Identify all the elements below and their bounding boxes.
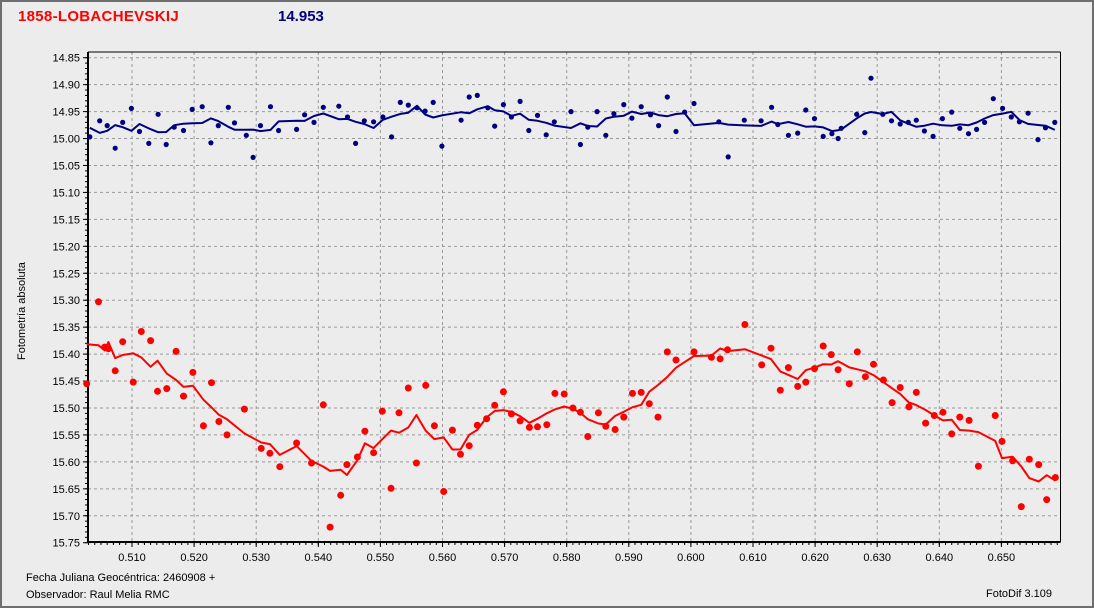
blue-series-line: [89, 104, 1056, 134]
svg-text:15.15: 15.15: [52, 214, 80, 226]
svg-text:14.95: 14.95: [52, 107, 80, 119]
svg-text:15.70: 15.70: [52, 511, 80, 523]
red-series-line: [86, 341, 1056, 483]
object-designation: 1858-LOBACHEVSKIJ: [18, 8, 179, 25]
svg-text:0.570: 0.570: [491, 552, 519, 564]
svg-text:15.00: 15.00: [52, 134, 80, 146]
svg-text:0.520: 0.520: [180, 552, 208, 564]
svg-text:15.05: 15.05: [52, 160, 80, 172]
svg-text:15.30: 15.30: [52, 295, 80, 307]
svg-text:15.55: 15.55: [52, 430, 80, 442]
svg-text:15.60: 15.60: [52, 457, 80, 469]
svg-text:15.50: 15.50: [52, 403, 80, 415]
gridlines: [88, 52, 1061, 544]
svg-text:15.10: 15.10: [52, 187, 80, 199]
svg-text:0.530: 0.530: [242, 552, 270, 564]
svg-text:0.610: 0.610: [739, 552, 767, 564]
svg-text:15.35: 15.35: [52, 322, 80, 334]
observer-label: Observador: Raul Melia RMC: [26, 589, 170, 601]
svg-text:15.40: 15.40: [52, 349, 80, 361]
julian-date-label: Fecha Juliana Geocéntrica: 2460908 +: [26, 572, 216, 584]
svg-text:15.45: 15.45: [52, 376, 80, 388]
svg-text:0.650: 0.650: [988, 552, 1016, 564]
svg-text:0.550: 0.550: [367, 552, 395, 564]
y-axis-labels: 14.85 14.90 14.95 15.00 15.05 15.10 15.15 15.20…: [52, 53, 80, 550]
svg-text:15.75: 15.75: [52, 538, 80, 550]
svg-text:0.600: 0.600: [677, 552, 705, 564]
svg-text:0.540: 0.540: [305, 552, 333, 564]
red-series-points: [83, 298, 1059, 531]
svg-text:15.25: 15.25: [52, 268, 80, 280]
svg-text:0.510: 0.510: [118, 552, 146, 564]
mean-magnitude-value: 14.953: [278, 8, 324, 25]
app-version-label: FotoDif 3.109: [986, 588, 1053, 600]
blue-series-points: [87, 75, 1058, 160]
svg-text:0.560: 0.560: [429, 552, 457, 564]
svg-text:14.90: 14.90: [52, 80, 80, 92]
axis-ticks: [83, 57, 1058, 547]
svg-text:0.590: 0.590: [615, 552, 643, 564]
svg-text:0.630: 0.630: [863, 552, 891, 564]
svg-text:0.640: 0.640: [926, 552, 954, 564]
svg-text:0.620: 0.620: [801, 552, 829, 564]
svg-text:15.65: 15.65: [52, 484, 80, 496]
x-axis-labels: 0.510 0.520 0.530 0.540 0.550 0.560 0.570 0.580…: [118, 552, 1015, 564]
plot-border: [87, 51, 1061, 543]
svg-text:15.20: 15.20: [52, 241, 80, 253]
svg-text:14.85: 14.85: [52, 53, 80, 65]
svg-text:0.580: 0.580: [553, 552, 581, 564]
